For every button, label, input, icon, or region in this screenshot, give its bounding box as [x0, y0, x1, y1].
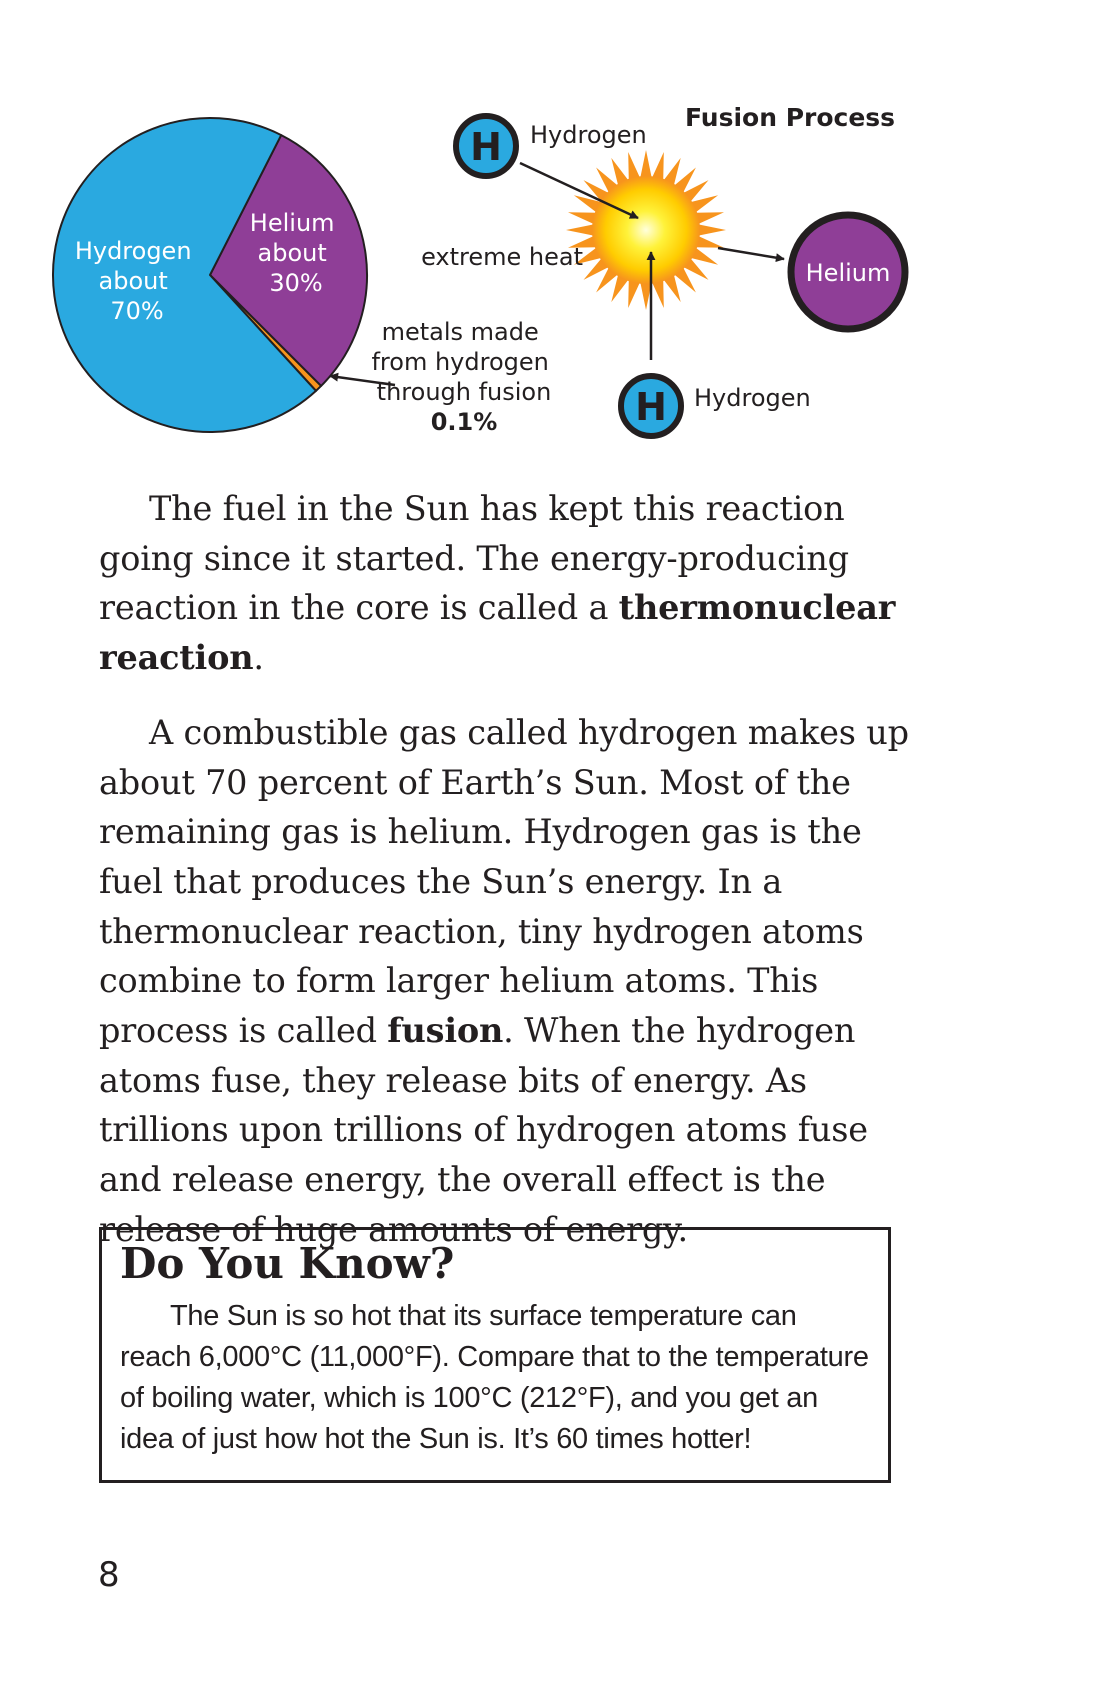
hydrogen-atom-top: H [453, 113, 519, 179]
arrow-hydrogen-top-to-sun [519, 161, 639, 220]
svg-text:Helium: Helium [806, 259, 891, 287]
main-text: The fuel in the Sun has kept this reacti… [99, 484, 929, 1280]
fusion-process-title: Fusion Process [685, 103, 895, 132]
metals-callout-arrow [329, 372, 396, 387]
pie-slice-helium [209, 134, 368, 387]
do-you-know-text: The Sun is so hot that its surface tempe… [120, 1300, 869, 1455]
composition-pie-chart [51, 117, 368, 433]
figure: Hydrogen about 70% Helium about 30% meta… [51, 103, 909, 439]
hydrogen-slice-label: Hydrogen about 70% [75, 237, 199, 325]
term-thermonuclear-reaction: thermonuclear reaction [99, 588, 896, 678]
hydrogen-top-label: Hydrogen [530, 121, 647, 149]
arrow-sun-to-helium [717, 246, 785, 263]
paragraph-1: The fuel in the Sun has kept this reacti… [99, 489, 896, 678]
metals-slice-value: 0.1% [431, 408, 498, 436]
metals-slice-label: metals made from hydrogen through fusion [371, 318, 556, 406]
do-you-know-box: Do You Know? The Sun is so hot that its … [99, 1227, 891, 1483]
hydrogen-atom-bottom: H [618, 373, 684, 439]
svg-text:H: H [635, 385, 667, 429]
pie-slice-hydrogen [51, 117, 317, 433]
paragraph-2: A combustible gas called hydrogen makes … [99, 712, 909, 1249]
helium-slice-label: Helium about 30% [250, 209, 342, 297]
helium-atom: Helium [787, 211, 909, 333]
svg-text:H: H [470, 125, 502, 169]
term-fusion: fusion [387, 1011, 504, 1051]
sun-core [592, 176, 700, 284]
do-you-know-title: Do You Know? [120, 1239, 455, 1288]
extreme-heat-label: extreme heat [421, 243, 583, 271]
hydrogen-bottom-label: Hydrogen [694, 384, 811, 412]
page-number: 8 [98, 1555, 120, 1595]
